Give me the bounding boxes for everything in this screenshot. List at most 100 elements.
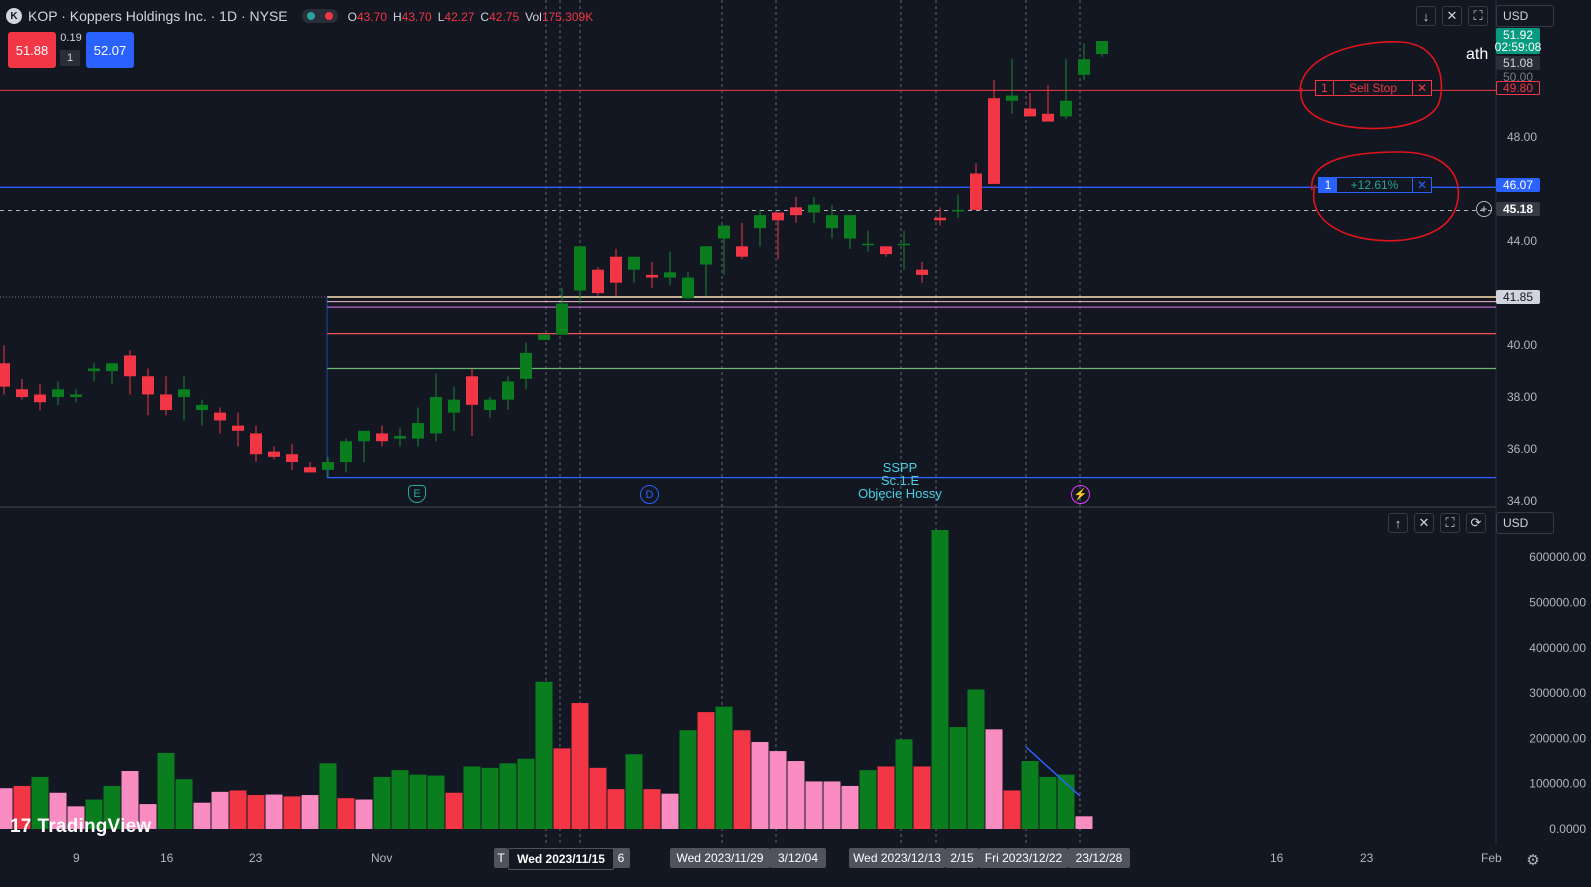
candle-body [0,363,10,387]
volume-bar [625,754,643,829]
candle-body [1024,108,1036,117]
candle-body [358,430,370,442]
volume-bar [751,742,769,829]
sell-button[interactable]: 51.88 [8,32,56,68]
volume-bar [283,796,301,829]
volume-bar [1057,774,1075,829]
price-tick-label: 44.00 [1507,234,1537,248]
market-status-indicator[interactable] [301,9,338,23]
volume-bar [175,779,193,829]
ohlc-item-h: H43.70 [393,10,432,24]
x-partial-label-1215: 2/15 [945,848,979,868]
collapse-pane-icon[interactable]: ✕ [1442,6,1462,26]
candle [394,428,406,447]
volume-bar [373,776,391,829]
tradingview-logo-icon: 17 [10,816,32,837]
ohlc-value: 43.70 [356,10,387,24]
candle-body [970,173,982,210]
candle [340,438,352,473]
collapse-volume-pane-icon[interactable]: ⛶ [1440,513,1460,533]
volume-bar [1003,790,1021,829]
candle-body [1042,113,1054,122]
candle [412,407,424,447]
x-partial-label-6: 6 [612,848,630,868]
position-close-icon[interactable]: ✕ [1416,178,1428,192]
candle-body [916,269,928,275]
price-tick-label: 38.00 [1507,390,1537,404]
maximize-pane-icon[interactable]: ⛶ [1468,6,1488,26]
close-pane-icon[interactable]: ✕ [1414,513,1434,533]
candle-body [1006,95,1018,101]
symbol-title[interactable]: KOP · Koppers Holdings Inc. · 1D · NYSE [28,8,288,24]
ohlc-item-c: C42.75 [480,10,519,24]
candle-body [88,368,100,372]
move-pane-up-icon[interactable]: ↑ [1388,513,1408,533]
reset-pane-icon[interactable]: ⟳ [1466,513,1486,533]
buy-button[interactable]: 52.07 [86,32,134,68]
sell-stop-order[interactable]: 1 Sell Stop ✕ [1315,80,1432,96]
price-tick-label: 36.00 [1507,442,1537,456]
position-order[interactable]: 1 +12.61% ✕ [1318,177,1432,193]
currency-select[interactable]: USD [1496,5,1554,27]
ohlc-value: 175.309K [541,10,594,24]
split-icon[interactable]: ⚡ [1071,485,1090,504]
volume-bar [211,791,229,829]
price-label-50: 50.00 [1502,72,1534,81]
candle [826,204,838,239]
volume-bar [607,789,625,829]
candle-body [1060,100,1072,117]
candle-body [736,246,748,257]
candle [754,209,766,247]
sspp-line-3: Objęcie Hossy [858,486,942,501]
candle-body [664,272,676,278]
candle-body [898,243,910,246]
candle-body [142,376,154,395]
candle [196,399,208,426]
tradingview-logo[interactable]: 17 TradingView [10,816,151,838]
volume-tick-label: 100000.00 [1529,777,1586,791]
add-order-icon[interactable]: + [1476,201,1492,217]
candle [934,207,946,226]
candle [880,246,892,257]
volume-bar [733,730,751,829]
dividend-icon[interactable]: D [640,485,659,504]
candle [214,407,226,434]
candle [268,446,280,460]
candle [556,287,568,335]
sell-stop-close-icon[interactable]: ✕ [1416,81,1428,95]
volume-bar [265,794,283,829]
x-tick-23: 23 [249,851,263,865]
volume-bar [535,681,553,829]
ohlc-value: 42.27 [444,10,475,24]
price-tick-label: 40.00 [1507,338,1537,352]
candle-body [178,389,190,398]
candle [106,363,118,385]
candle-body [574,246,586,291]
annotation-circle-position [1311,151,1460,242]
volume-trendline [1025,746,1081,797]
chart-header: K KOP · Koppers Holdings Inc. · 1D · NYS… [6,6,599,26]
quantity-field[interactable]: 1 [60,50,80,66]
status-dot-open [306,12,315,20]
candle-body [70,394,82,398]
candle [700,246,712,296]
settings-gear-icon[interactable]: ⚙ [1526,852,1540,869]
ath-annotation: ath [1466,46,1489,63]
earnings-icon[interactable]: E [408,485,426,503]
candle [682,272,694,299]
volume-currency-select[interactable]: USD [1496,512,1554,534]
volume-bar [1075,816,1093,829]
candle [790,196,802,223]
candle [952,194,964,218]
position-price-label: 46.07 [1496,178,1540,192]
scroll-down-icon[interactable]: ↓ [1416,6,1436,26]
candle [988,79,1000,184]
candle-body [376,433,388,442]
ohlc-values: O43.70 H43.70 L42.27 C42.75 Vol175.309K [348,8,600,24]
volume-bar [319,763,337,829]
ohlc-item-o: O43.70 [348,10,387,24]
volume-bar [301,795,319,829]
candle [250,425,262,463]
